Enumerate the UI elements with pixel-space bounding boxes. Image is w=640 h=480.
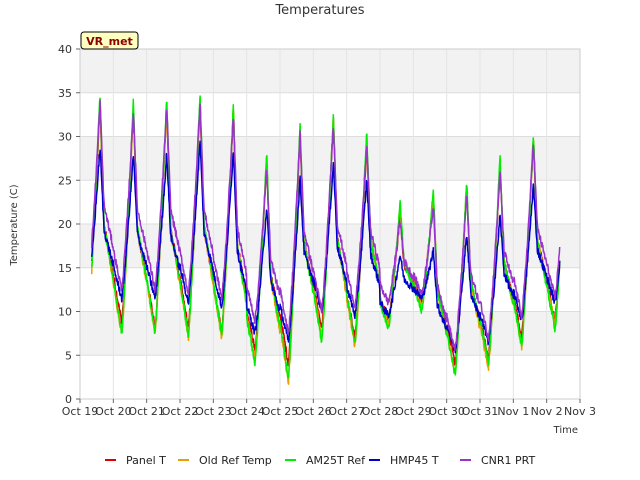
y-tick-label: 30 <box>58 131 72 144</box>
x-tick-label: Oct 21 <box>128 405 165 418</box>
y-tick-label: 20 <box>58 218 72 231</box>
legend-label: AM25T Ref <box>306 454 366 467</box>
badge-box <box>80 31 139 50</box>
y-tick-label: 5 <box>65 349 72 362</box>
grid-band <box>80 49 580 93</box>
x-tick-label: Oct 25 <box>262 405 299 418</box>
legend-label: CNR1 PRT <box>481 454 536 467</box>
y-tick-label: 15 <box>58 262 72 275</box>
badge-label: VR_met <box>86 35 133 48</box>
x-tick-label: Oct 19 <box>62 405 99 418</box>
legend-label: Panel T <box>126 454 166 467</box>
x-tick-label: Oct 28 <box>362 405 399 418</box>
series-line-cnr1-prt <box>90 99 561 352</box>
series-lines <box>90 95 561 385</box>
x-tick-label: Oct 20 <box>95 405 132 418</box>
legend-label: HMP45 T <box>390 454 439 467</box>
x-tick-label: Oct 24 <box>228 405 265 418</box>
x-tick-label: Oct 22 <box>162 405 199 418</box>
x-tick-label: Nov 1 <box>497 405 529 418</box>
x-tick-label: Oct 26 <box>295 405 332 418</box>
x-tick-label: Nov 2 <box>531 405 563 418</box>
x-tick-label: Nov 3 <box>564 405 596 418</box>
y-tick-label: 40 <box>58 43 72 56</box>
plot-area <box>79 48 581 400</box>
legend: Panel T Old Ref Temp AM25T Ref HMP45 T CNR1 … <box>105 454 536 467</box>
x-axis-label: Time <box>553 425 578 436</box>
station-badge: VR_met <box>80 31 139 50</box>
x-tick-label: Oct 27 <box>328 405 365 418</box>
x-tick-label: Oct 29 <box>395 405 432 418</box>
x-tick-label: Oct 23 <box>195 405 232 418</box>
y-tick-label: 0 <box>65 393 72 406</box>
chart-title: Temperatures <box>274 3 364 18</box>
y-axis-label: Temperature (C) <box>9 184 20 266</box>
y-tick-label: 10 <box>58 306 72 319</box>
y-tick-label: 35 <box>58 87 72 100</box>
x-tick-label: Oct 31 <box>462 405 499 418</box>
grid-band <box>80 311 580 356</box>
x-tick-label: Oct 30 <box>428 405 465 418</box>
legend-label: Old Ref Temp <box>199 454 272 467</box>
y-tick-label: 25 <box>58 174 72 187</box>
